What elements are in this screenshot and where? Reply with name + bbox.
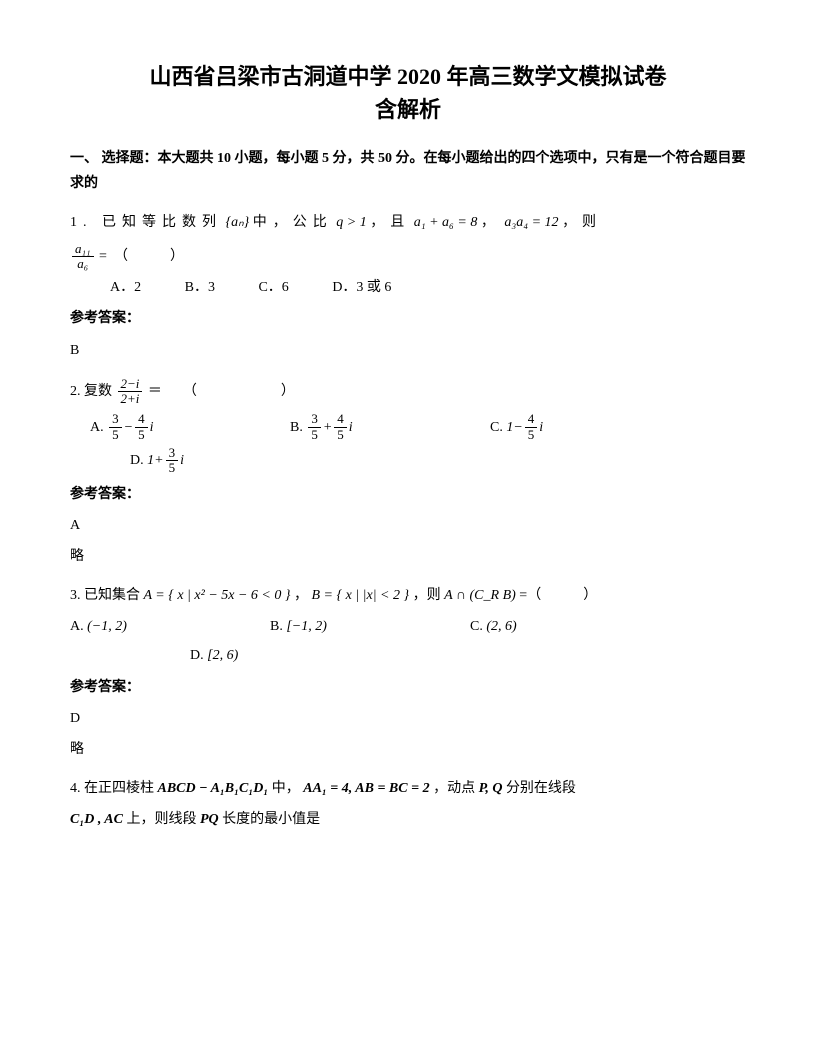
q2-optC-label: C.: [490, 415, 503, 440]
q3-setB: B = { x | |x| < 2 }: [311, 588, 409, 603]
q1-optB: B．3: [185, 280, 215, 295]
q1-optA: A．2: [110, 280, 141, 295]
question-4: 4. 在正四棱柱 ABCD − A₁B₁C₁D₁ 中， AA₁ = 4, AB …: [70, 776, 746, 801]
q1-options: A．2 B．3 C．6 D．3 或 6: [110, 275, 746, 300]
q3-optC-val: (2, 6): [486, 614, 516, 639]
q1-frac-num: a₁₁: [72, 242, 94, 257]
q3-answer-label: 参考答案：: [70, 675, 746, 700]
q4-mid3: 分别在线段: [506, 781, 576, 796]
q3-setA: A = { x | x² − 5x − 6 < 0 }: [144, 588, 291, 603]
q1-optC: C．6: [258, 280, 288, 295]
question-2: 2. 复数 2−i 2+i ＝ （ ）: [70, 377, 746, 407]
q4-mid1: 中，: [272, 781, 300, 796]
q3-answer: D: [70, 706, 746, 731]
title-line-1: 山西省吕梁市古洞道中学 2020 年高三数学文模拟试卷: [70, 60, 746, 93]
q3-options-row1: A. (−1, 2) B. [−1, 2) C. (2, 6): [70, 614, 746, 639]
question-4-line2: C₁D , AC 上，则线段 PQ 长度的最小值是: [70, 807, 746, 832]
q2-frac-num: 2−i: [118, 377, 143, 392]
q4-prism: ABCD − A₁B₁C₁D₁: [158, 781, 269, 796]
q1-fraction: a₁₁ a₆: [72, 242, 94, 272]
q4-tail: 长度的最小值是: [222, 812, 320, 827]
q2-answer: A: [70, 513, 746, 538]
q3-mid2: ，则: [413, 588, 441, 603]
q4-mid4: 上，则线段: [127, 812, 197, 827]
question-3: 3. 已知集合 A = { x | x² − 5x − 6 < 0 } ， B …: [70, 583, 746, 608]
q3-optD-val: [2, 6): [207, 643, 238, 668]
q4-seg: PQ: [200, 812, 219, 827]
q2-optD: D. 1+ 35 i: [130, 446, 290, 476]
q2-optA: A. 35 − 45 i: [90, 412, 250, 442]
q1-cond2: a₁ + a₆ = 8: [414, 215, 478, 230]
q1-fraction-line: a₁₁ a₆ = （ ）: [70, 242, 746, 272]
q1-cond1: q > 1: [336, 215, 366, 230]
q2-answer-label: 参考答案：: [70, 482, 746, 507]
q3-optA-label: A.: [70, 614, 84, 639]
q4-prefix: 4. 在正四棱柱: [70, 781, 154, 796]
q1-mid2: ，且: [370, 215, 410, 230]
q4-pts: P, Q: [479, 781, 503, 796]
q2-optB-label: B.: [290, 415, 303, 440]
q3-options-row2: D. [2, 6): [190, 643, 746, 668]
q3-optB-label: B.: [270, 614, 283, 639]
q2-note: 略: [70, 544, 746, 569]
q1-optD: D．3 或 6: [332, 280, 391, 295]
q2-prefix: 2. 复数: [70, 384, 112, 399]
q3-optA-val: (−1, 2): [87, 614, 127, 639]
q2-optC: C. 1− 45 i: [490, 412, 650, 442]
q1-answer: B: [70, 338, 746, 363]
q3-optB-val: [−1, 2): [286, 614, 327, 639]
section-1-header: 一、 选择题：本大题共 10 小题，每小题 5 分，共 50 分。在每小题给出的…: [70, 146, 746, 196]
q1-mid1: 中，公比: [253, 215, 333, 230]
q4-lines: C₁D , AC: [70, 812, 123, 827]
question-1: 1. 已知等比数列 {aₙ} 中，公比 q > 1 ，且 a₁ + a₆ = 8…: [70, 210, 746, 235]
q3-optC: C. (2, 6): [470, 614, 630, 639]
q4-mid2: ，动点: [433, 781, 475, 796]
q3-prefix: 3. 已知集合: [70, 588, 140, 603]
q3-optC-label: C.: [470, 614, 483, 639]
q2-frac-den: 2+i: [118, 392, 143, 406]
q2-optA-label: A.: [90, 415, 104, 440]
q3-mid1: ，: [294, 588, 308, 603]
q3-tail: =（ ）: [519, 588, 597, 603]
q4-cond: AA₁ = 4, AB = BC = 2: [303, 781, 429, 796]
title-line-2: 含解析: [70, 93, 746, 126]
q2-options-row1: A. 35 − 45 i B. 35 + 45 i C. 1− 45 i: [90, 412, 746, 442]
q2-tail: ＝ （ ）: [148, 384, 295, 399]
q3-optA: A. (−1, 2): [70, 614, 230, 639]
q3-optB: B. [−1, 2): [270, 614, 430, 639]
q2-optD-label: D.: [130, 448, 144, 473]
exam-title: 山西省吕梁市古洞道中学 2020 年高三数学文模拟试卷 含解析: [70, 60, 746, 126]
q3-note: 略: [70, 737, 746, 762]
q3-expr: A ∩ (C_R B): [444, 588, 516, 603]
q1-mid4: ，则: [562, 215, 602, 230]
q1-cond3: a₃a₄ = 12: [504, 215, 558, 230]
q2-fraction: 2−i 2+i: [118, 377, 143, 407]
q3-optD-label: D.: [190, 643, 204, 668]
q1-frac-den: a₆: [72, 257, 94, 271]
q1-mid3: ，: [481, 215, 501, 230]
q1-answer-label: 参考答案：: [70, 306, 746, 331]
q1-prefix: 1. 已知等比数列: [70, 215, 222, 230]
q2-optB: B. 35 + 45 i: [290, 412, 450, 442]
q2-options-row2: D. 1+ 35 i: [130, 446, 746, 476]
q1-tail: = （ ）: [99, 249, 184, 264]
q3-optD: D. [2, 6): [190, 643, 350, 668]
q1-sequence: {aₙ}: [226, 215, 250, 230]
